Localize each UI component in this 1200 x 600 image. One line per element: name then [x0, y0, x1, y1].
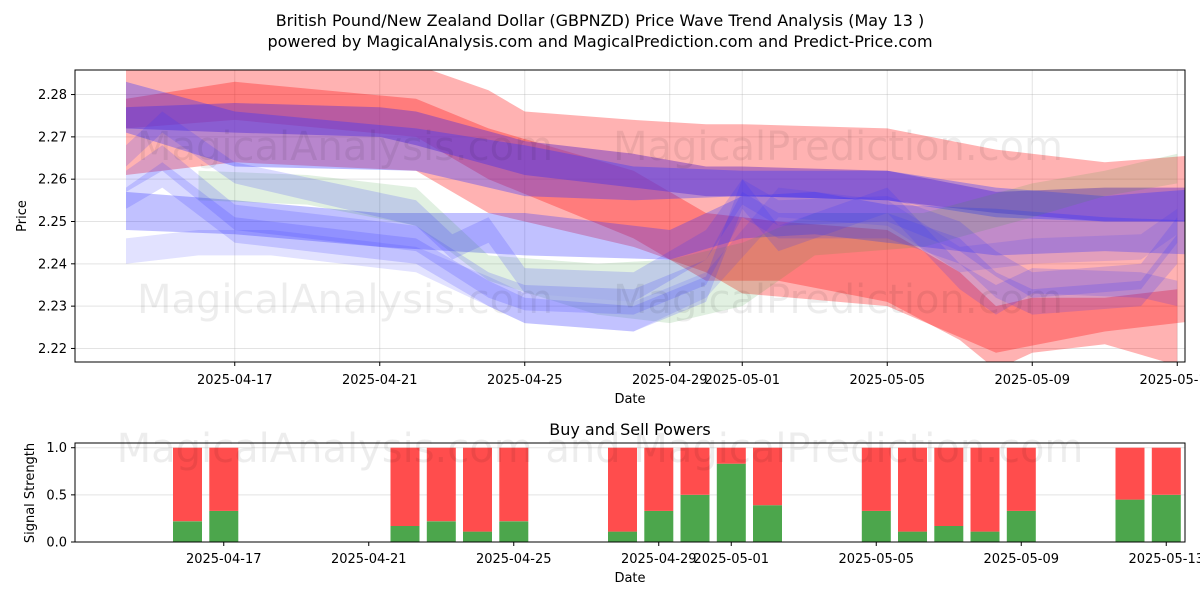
- main-y-tick-label: 2.23: [38, 300, 67, 315]
- bar-plot-frame: [74, 442, 1186, 543]
- watermark-mid-a: MagicalAnalysis.com: [137, 277, 553, 323]
- bar-x-ticks: 2025-04-17 2025-04-21 2025-04-25 2025-04-29…: [186, 542, 1200, 567]
- bar-buy: [680, 494, 710, 542]
- bars: [173, 447, 1181, 542]
- main-y-tick-label: 2.27: [38, 130, 67, 145]
- main-x-tick-label: 2025-04-21: [342, 373, 418, 388]
- main-x-tick-label: 2025-04-29: [632, 373, 708, 388]
- main-x-tick-label: 2025-05-09: [994, 373, 1070, 388]
- main-x-tick-label: 2025-05-01: [704, 373, 780, 388]
- bar-sell: [753, 447, 782, 506]
- bar-sell: [898, 447, 927, 532]
- bar-buy: [1006, 510, 1036, 542]
- main-y-ticks: 2.22 2.23 2.24 2.25 2.26 2.27 2.28: [38, 88, 75, 357]
- bar-x-tick-label: 2025-05-09: [983, 552, 1059, 567]
- bar-x-tick-label: 2025-04-25: [476, 552, 552, 567]
- bar-buy: [934, 526, 964, 542]
- bar-buy: [426, 521, 456, 542]
- watermark-top-b: MagicalPrediction.com: [613, 124, 1063, 170]
- bar-sell: [1151, 447, 1181, 495]
- bar-sell: [463, 447, 492, 532]
- bar-sell: [644, 447, 674, 511]
- bar-y-tick-label: 0.0: [46, 536, 67, 551]
- bar-sell: [499, 447, 529, 522]
- bar-buy: [499, 521, 529, 542]
- band-blue-top: [126, 81, 1185, 222]
- bar-x-tick-label: 2025-05-01: [693, 552, 769, 567]
- bar-x-tick-label: 2025-04-17: [186, 552, 262, 567]
- main-subtitle: powered by MagicalAnalysis.com and Magic…: [267, 32, 932, 51]
- bar-buy: [173, 521, 202, 542]
- main-title: British Pound/New Zealand Dollar (GBPNZD…: [276, 11, 925, 30]
- main-plot-frame: [74, 69, 1186, 363]
- bar-buy: [1151, 494, 1181, 542]
- bar-sell: [173, 447, 202, 522]
- main-x-tick-label: 2025-05-13: [1139, 373, 1200, 388]
- bar-buy: [390, 526, 420, 542]
- band-blue-lower: [126, 191, 1185, 260]
- bar-sell: [970, 447, 1000, 532]
- bar-buy: [608, 531, 637, 542]
- bar-buy: [970, 531, 1000, 542]
- bar-buy: [861, 510, 891, 542]
- band-blue-wave-4: [126, 187, 1178, 332]
- bar-buy: [753, 505, 782, 542]
- bar-buy: [209, 510, 239, 542]
- bar-buy: [644, 510, 674, 542]
- bar-sell: [608, 447, 637, 532]
- bar-buy: [716, 463, 746, 542]
- bar-sell: [390, 447, 420, 526]
- main-x-label: Date: [614, 392, 645, 407]
- bar-sell: [1115, 447, 1145, 500]
- bar-sell: [716, 447, 746, 464]
- bar-x-tick-label: 2025-05-13: [1128, 552, 1200, 567]
- bar-buy: [463, 531, 492, 542]
- bar-sell: [1006, 447, 1036, 511]
- main-y-tick-label: 2.28: [38, 88, 67, 103]
- main-y-tick-label: 2.24: [38, 257, 67, 272]
- band-red-wide: [126, 70, 1185, 353]
- main-x-tick-label: 2025-05-05: [849, 373, 925, 388]
- bar-sell: [934, 447, 964, 526]
- watermark-bottom: MagicalAnalysis.com and MagicalPredictio…: [117, 426, 1084, 472]
- main-y-tick-label: 2.22: [38, 342, 67, 357]
- bar-y-tick-label: 0.5: [46, 488, 67, 503]
- main-x-tick-label: 2025-04-25: [487, 373, 563, 388]
- watermark-mid-b: MagicalPrediction.com: [613, 277, 1063, 323]
- band-blue-wave-1: [126, 111, 1178, 302]
- bar-y-ticks: 0.0 0.5 1.0: [46, 441, 75, 551]
- bar-x-tick-label: 2025-04-29: [621, 552, 697, 567]
- main-x-tick-label: 2025-04-17: [197, 373, 273, 388]
- bar-x-tick-label: 2025-05-05: [838, 552, 914, 567]
- band-purple-top: [126, 103, 1185, 222]
- main-y-tick-label: 2.26: [38, 173, 67, 188]
- bar-sell: [680, 447, 710, 495]
- main-y-label: Price: [15, 200, 30, 232]
- bar-buy: [898, 531, 927, 542]
- bar-sell: [426, 447, 456, 522]
- band-red-trend: [126, 81, 1178, 362]
- bar-sell: [861, 447, 891, 511]
- bar-sell: [209, 447, 239, 511]
- bar-x-label: Date: [614, 571, 645, 586]
- band-blue-wave-2: [126, 145, 1178, 315]
- main-x-ticks: 2025-04-17 2025-04-21 2025-04-25 2025-04-29…: [197, 362, 1200, 388]
- bar-buy: [1115, 499, 1145, 542]
- bar-x-tick-label: 2025-04-21: [331, 552, 407, 567]
- main-bands: [126, 70, 1185, 362]
- watermark-top-a: MagicalAnalysis.com: [137, 124, 553, 170]
- main-y-tick-label: 2.25: [38, 215, 67, 230]
- band-green-wave: [198, 153, 1178, 324]
- band-blue-wave-3: [126, 162, 1178, 332]
- bar-title: Buy and Sell Powers: [549, 420, 711, 439]
- bar-y-label: Signal Strength: [23, 443, 38, 543]
- bar-y-tick-label: 1.0: [46, 441, 67, 456]
